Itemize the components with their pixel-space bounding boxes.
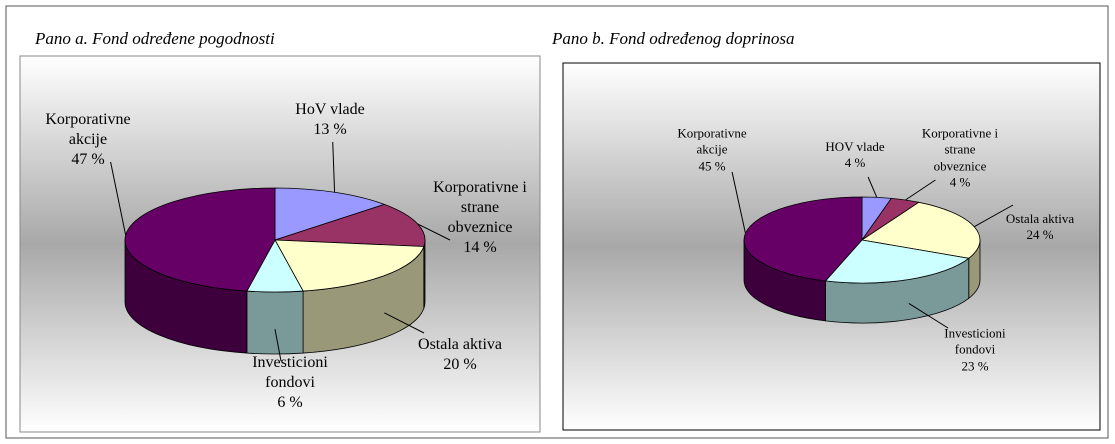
pie-slice xyxy=(743,196,863,322)
leader-line xyxy=(973,204,1014,228)
leader-line xyxy=(332,141,336,193)
value-label: 23 % xyxy=(961,358,989,374)
value-label: 4 % xyxy=(844,155,866,170)
leader-line xyxy=(110,161,127,236)
category-label: Ostala aktiva xyxy=(1005,210,1075,226)
data-label: Investicioni fondovi 23 % xyxy=(930,326,1020,375)
category-label: Korporativne i strane obveznice xyxy=(921,125,999,174)
data-label: Investicioni fondovi 6 % xyxy=(230,353,350,413)
category-label: Korporativne i strane obveznice xyxy=(433,179,527,236)
pie-slice xyxy=(274,187,386,241)
leader-line xyxy=(417,223,451,241)
value-label: 13 % xyxy=(313,121,347,138)
category-label: Korporativne akcije xyxy=(677,125,747,157)
data-label: Ostala aktiva 24 % xyxy=(995,211,1085,244)
data-label: Korporativne i strane obveznice 14 % xyxy=(430,178,530,258)
slice-top xyxy=(824,239,970,284)
category-label: Ostala aktiva xyxy=(418,336,502,353)
slice-top xyxy=(274,203,426,247)
leader-line xyxy=(384,312,425,334)
category-label: HoV vlade xyxy=(295,101,365,118)
value-label: 14 % xyxy=(463,239,497,256)
slice-top xyxy=(743,196,863,282)
data-label: HOV vlade 4 % xyxy=(815,139,895,172)
slice-top xyxy=(274,187,386,241)
category-label: HOV vlade xyxy=(825,138,885,154)
leader-line xyxy=(731,171,746,234)
data-label: Ostala aktiva 20 % xyxy=(400,335,520,375)
value-label: 47 % xyxy=(71,151,105,168)
leader-line xyxy=(867,176,878,198)
value-label: 20 % xyxy=(443,356,477,373)
value-label: 45 % xyxy=(698,158,726,174)
leader-line xyxy=(274,329,282,362)
leader-line xyxy=(905,179,936,201)
value-label: 4 % xyxy=(949,174,971,190)
category-label: Investicioni fondovi xyxy=(252,354,328,391)
value-label: 24 % xyxy=(1026,227,1054,242)
leader-line xyxy=(908,303,949,329)
pie-slice xyxy=(274,239,425,354)
pie-slice xyxy=(860,201,981,300)
data-label: Korporativne akcije 45 % xyxy=(667,126,757,175)
slice-side xyxy=(246,290,304,355)
chart-title: Pano a. Fond određene pogodnosti xyxy=(35,29,275,48)
pie-slice xyxy=(824,239,970,324)
slice-top xyxy=(274,239,425,292)
data-label: Korporativne i strane obveznice 4 % xyxy=(919,126,1001,191)
value-label: 6 % xyxy=(277,394,303,411)
chart-title: Pano b. Fond određenog doprinosa xyxy=(552,29,795,48)
category-label: Investicioni fondovi xyxy=(944,325,1006,357)
category-label: Korporativne akcije xyxy=(45,111,131,148)
data-label: HoV vlade 13 % xyxy=(275,100,385,140)
data-label: Korporativne akcije 47 % xyxy=(33,110,143,170)
pie-slice xyxy=(246,239,304,355)
